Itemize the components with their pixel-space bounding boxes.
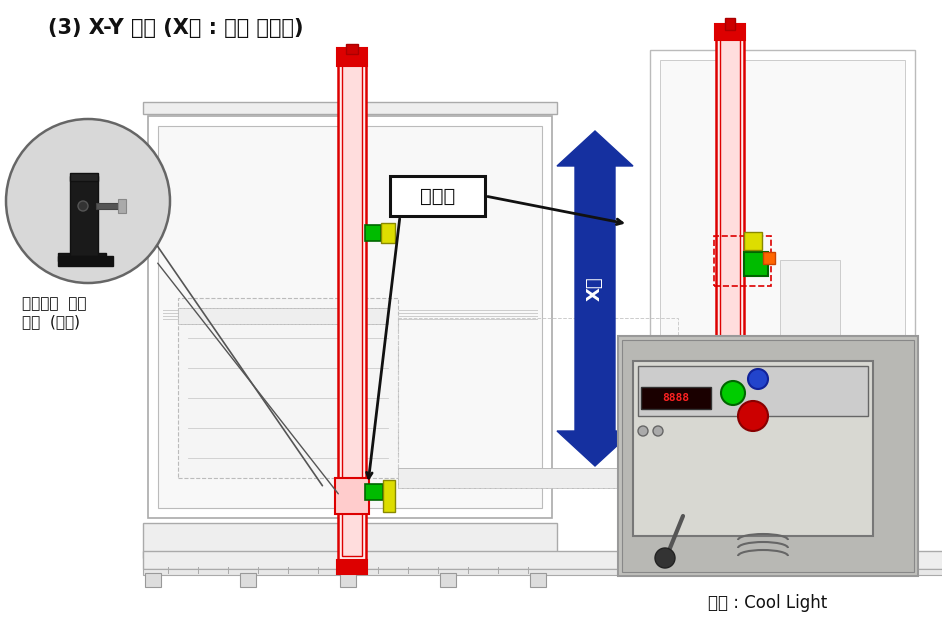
- Bar: [744, 232, 762, 250]
- Bar: [780, 260, 840, 460]
- Circle shape: [6, 119, 170, 283]
- Bar: [143, 523, 557, 558]
- Bar: [622, 340, 914, 572]
- Bar: [641, 387, 711, 409]
- Bar: [365, 225, 381, 241]
- Bar: [365, 484, 383, 500]
- Bar: [660, 60, 905, 480]
- Bar: [96, 203, 121, 209]
- Bar: [716, 30, 744, 510]
- Bar: [158, 126, 542, 508]
- Bar: [337, 560, 367, 574]
- Bar: [178, 308, 388, 324]
- Bar: [337, 48, 367, 66]
- Bar: [530, 573, 546, 587]
- Text: 유닛  (참고): 유닛 (참고): [22, 314, 80, 329]
- Text: X축: X축: [586, 276, 604, 301]
- Bar: [398, 468, 678, 488]
- Bar: [633, 361, 873, 536]
- Text: 광원 : Cool Light: 광원 : Cool Light: [708, 594, 828, 612]
- Circle shape: [638, 426, 648, 436]
- Text: 8888: 8888: [662, 393, 690, 403]
- Bar: [744, 252, 768, 276]
- Text: 광원높이  조정: 광원높이 조정: [22, 296, 87, 311]
- Bar: [720, 38, 740, 502]
- Circle shape: [748, 369, 768, 389]
- Bar: [342, 64, 362, 556]
- Bar: [335, 478, 369, 514]
- Bar: [346, 44, 358, 54]
- Bar: [240, 573, 256, 587]
- Bar: [178, 298, 398, 478]
- Bar: [70, 173, 98, 181]
- Bar: [763, 252, 775, 264]
- Bar: [618, 336, 918, 576]
- Bar: [148, 116, 552, 518]
- Bar: [383, 480, 395, 512]
- Circle shape: [738, 401, 768, 431]
- Bar: [715, 24, 745, 40]
- Polygon shape: [557, 131, 633, 466]
- Bar: [70, 176, 98, 256]
- Bar: [58, 256, 113, 266]
- Bar: [145, 573, 161, 587]
- Bar: [143, 551, 942, 569]
- Bar: [650, 50, 915, 490]
- Bar: [143, 569, 942, 575]
- Bar: [715, 508, 745, 522]
- Circle shape: [721, 381, 745, 405]
- Bar: [338, 56, 366, 564]
- Bar: [714, 236, 771, 286]
- Bar: [118, 199, 126, 213]
- Bar: [381, 223, 395, 243]
- Circle shape: [655, 548, 675, 568]
- Bar: [340, 573, 356, 587]
- Bar: [58, 253, 106, 261]
- Text: (3) X-Y 로봇 (X축 : 광원 이동용): (3) X-Y 로봇 (X축 : 광원 이동용): [48, 18, 303, 38]
- Bar: [440, 573, 456, 587]
- Circle shape: [653, 426, 663, 436]
- Bar: [390, 176, 485, 216]
- Bar: [398, 318, 678, 488]
- Text: 광섬유: 광섬유: [420, 187, 455, 205]
- Bar: [638, 366, 868, 416]
- Bar: [725, 18, 735, 30]
- Circle shape: [78, 201, 88, 211]
- Bar: [143, 102, 557, 114]
- Bar: [178, 308, 388, 324]
